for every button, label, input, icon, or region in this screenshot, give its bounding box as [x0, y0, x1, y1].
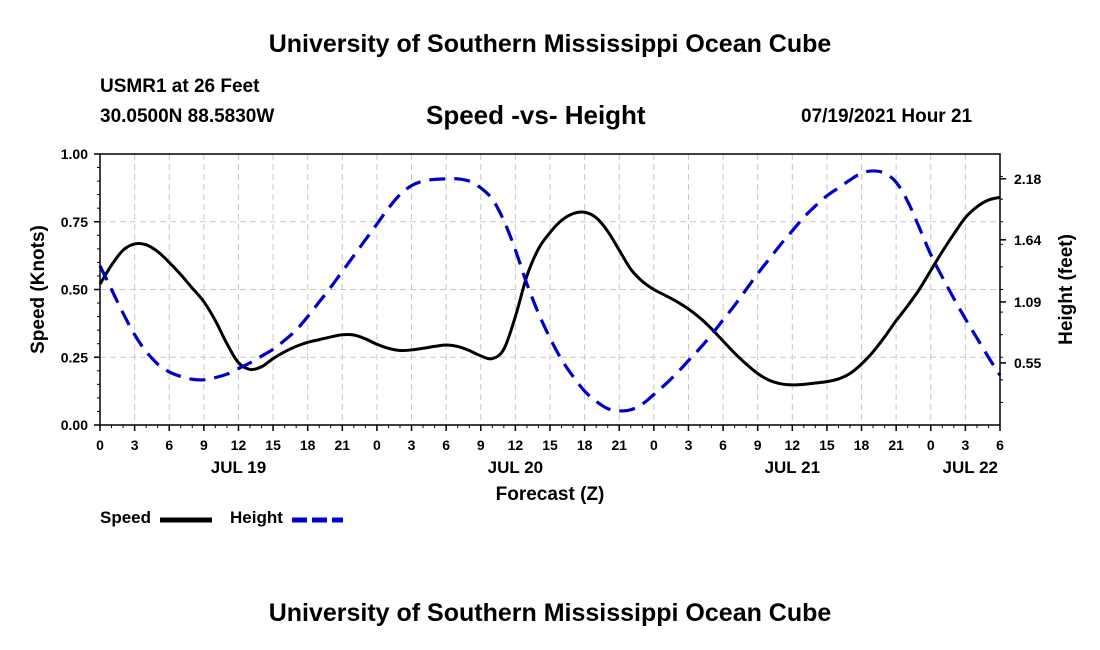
speed-series-line: [98, 195, 1001, 387]
series-layer: [98, 169, 1002, 413]
x-tick-label: 9: [200, 437, 208, 453]
top-title: University of Southern Mississippi Ocean…: [268, 30, 832, 58]
y-right-axis-title: Height (feet): [1056, 234, 1077, 345]
x-tick-label: 12: [231, 437, 247, 453]
x-tick-label: 9: [754, 437, 762, 453]
x-tick-label: 0: [650, 437, 658, 453]
axes: [94, 153, 1006, 431]
x-tick-label: 15: [819, 437, 835, 453]
x-tick-label: 18: [854, 437, 870, 453]
y-right-tick-label: 0.55: [1014, 355, 1041, 371]
axis-labels: 0 3 6 9 12 15 18 21 0 3 6 9 12 15 18 21 0 3 6 9 12 15 18 21 0 3 6 J…: [28, 146, 1077, 505]
y-left-axis-title: Speed (Knots): [28, 225, 49, 354]
chart-title: Speed -vs- Height: [426, 100, 646, 130]
day-label: JUL 20: [488, 458, 543, 477]
y-left-tick-label: 0.50: [61, 282, 88, 298]
x-tick-label: 6: [996, 437, 1004, 453]
y-left-tick-label: 0.75: [61, 214, 88, 230]
coordinates-label: 30.0500N 88.5830W: [100, 106, 275, 127]
x-tick-label: 0: [373, 437, 381, 453]
y-left-tick-label: 0.00: [61, 417, 88, 433]
plot-frame: [99, 153, 1001, 426]
x-tick-label: 3: [685, 437, 693, 453]
x-tick-label: 3: [408, 437, 416, 453]
bottom-title: University of Southern Mississippi Ocean…: [268, 599, 832, 627]
x-tick-label: 12: [508, 437, 524, 453]
y-right-tick-label: 2.18: [1014, 171, 1041, 187]
day-label: JUL 21: [765, 458, 820, 477]
day-label: JUL 19: [211, 458, 266, 477]
y-right-tick-label: 1.09: [1014, 294, 1041, 310]
day-label: JUL 22: [943, 458, 998, 477]
x-axis-title: Forecast (Z): [496, 484, 605, 505]
height-series-line: [98, 169, 1002, 413]
x-tick-label: 6: [442, 437, 450, 453]
x-tick-label: 21: [888, 437, 904, 453]
x-tick-label: 21: [335, 437, 351, 453]
x-tick-label: 18: [577, 437, 593, 453]
x-tick-label: 18: [300, 437, 316, 453]
x-tick-label: 15: [265, 437, 281, 453]
timestamp-label: 07/19/2021 Hour 21: [801, 106, 973, 127]
x-tick-label: 6: [165, 437, 173, 453]
x-tick-label: 9: [477, 437, 485, 453]
x-tick-label: 21: [611, 437, 627, 453]
grid: [100, 154, 1000, 425]
x-tick-label: 3: [961, 437, 969, 453]
x-tick-label: 6: [719, 437, 727, 453]
x-tick-label: 15: [542, 437, 558, 453]
x-tick-label: 12: [785, 437, 801, 453]
x-tick-label: 0: [96, 437, 104, 453]
legend-speed-label: Speed: [100, 508, 152, 527]
y-left-tick-label: 1.00: [61, 146, 88, 162]
y-right-tick-label: 1.64: [1014, 232, 1041, 248]
y-left-tick-label: 0.25: [61, 349, 88, 365]
legend-height-label: Height: [230, 508, 283, 527]
station-label: USMR1 at 26 Feet: [100, 76, 260, 97]
x-tick-label: 0: [927, 437, 935, 453]
x-tick-label: 3: [131, 437, 139, 453]
